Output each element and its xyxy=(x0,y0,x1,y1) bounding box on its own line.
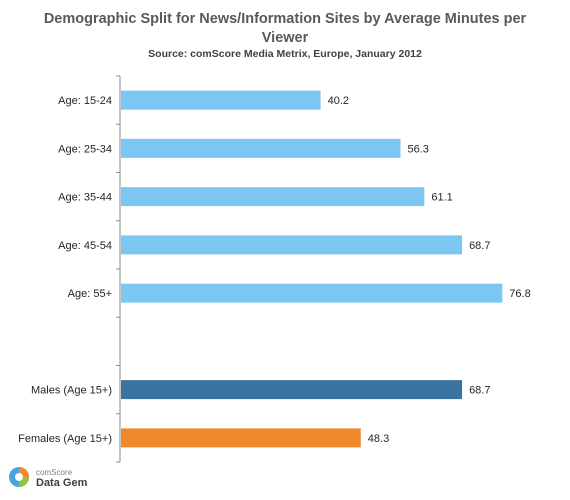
bar xyxy=(121,235,463,255)
bar xyxy=(121,187,425,207)
bar xyxy=(121,380,463,400)
comscore-logo-icon xyxy=(9,467,29,487)
data-label: 56.3 xyxy=(408,143,429,155)
chart-title: Demographic Split for News/Information S… xyxy=(43,11,527,46)
bar xyxy=(121,138,401,158)
category-label: Age: 55+ xyxy=(68,288,112,300)
comscore-logo: comScore Data Gem xyxy=(8,466,118,494)
logo-brand-text: comScore xyxy=(36,468,73,477)
category-label: Females (Age 15+) xyxy=(18,433,112,445)
data-label: 76.8 xyxy=(509,288,530,300)
bar xyxy=(121,428,361,448)
category-label: Males (Age 15+) xyxy=(31,385,112,397)
data-label: 61.1 xyxy=(431,192,452,204)
chart-subtitle: Source: comScore Media Metrix, Europe, J… xyxy=(148,48,422,60)
logo-product-text: Data Gem xyxy=(36,477,88,489)
category-label: Age: 15-24 xyxy=(58,95,112,107)
bar xyxy=(121,90,321,110)
bar xyxy=(121,283,503,303)
category-label: Age: 35-44 xyxy=(58,192,112,204)
category-label: Age: 25-34 xyxy=(58,143,112,155)
data-label: 68.7 xyxy=(469,385,490,397)
category-label: Age: 45-54 xyxy=(58,240,112,252)
data-label: 68.7 xyxy=(469,240,490,252)
data-label: 40.2 xyxy=(328,95,349,107)
data-label: 48.3 xyxy=(368,433,389,445)
